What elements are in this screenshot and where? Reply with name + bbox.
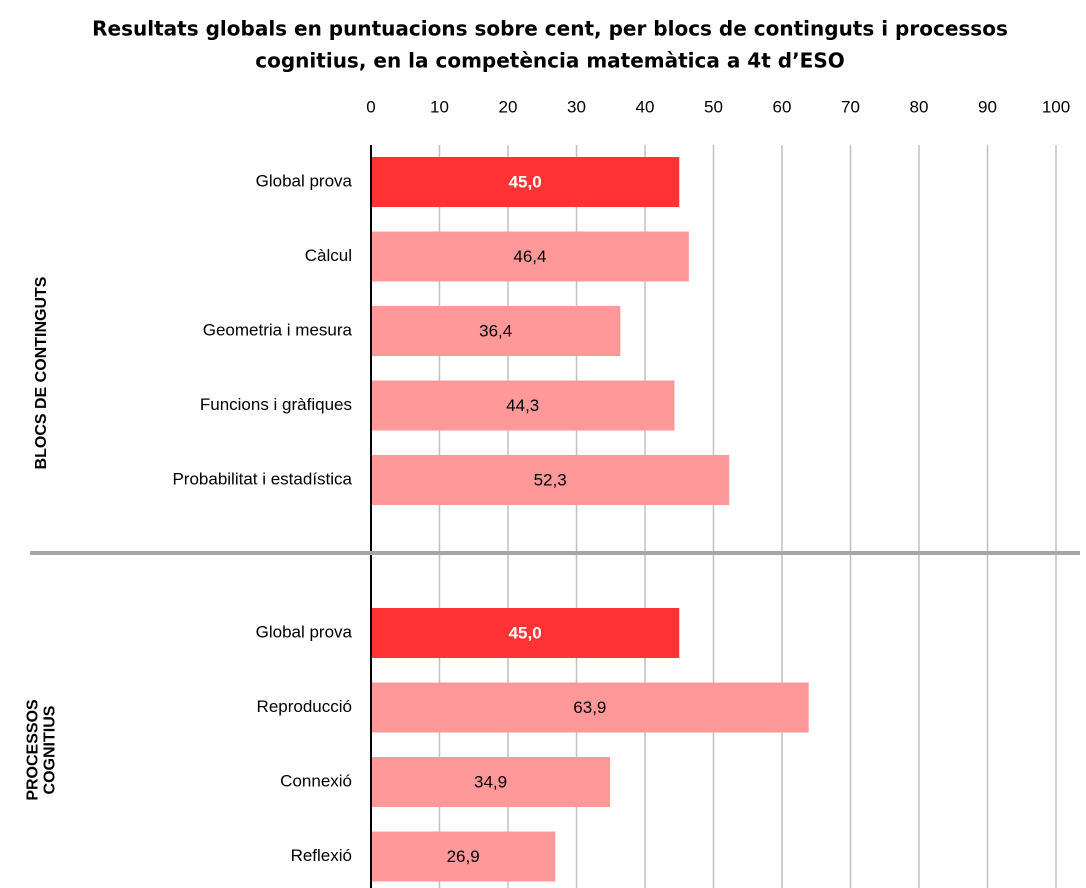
- bar: [371, 231, 689, 282]
- x-tick-label: 100: [1042, 97, 1070, 116]
- y-tick-label: Funcions i gràfiques: [200, 395, 352, 414]
- bar: [371, 831, 556, 882]
- y-tick-label: Reproducció: [257, 697, 352, 716]
- bar: [371, 455, 730, 505]
- value-label: 63,9: [573, 698, 606, 717]
- chart-title: cognitius, en la competència matemàtica …: [255, 49, 844, 73]
- y-tick-label: Càlcul: [305, 246, 352, 265]
- y-tick-label: Reflexió: [291, 846, 352, 865]
- x-tick-label: 60: [773, 97, 792, 116]
- x-tick-label: 20: [499, 97, 518, 116]
- bar: [371, 157, 680, 207]
- y-tick-label: Probabilitat i estadística: [172, 469, 352, 488]
- bar: [371, 306, 621, 356]
- value-label: 46,4: [513, 247, 546, 266]
- x-tick-label: 80: [910, 97, 929, 116]
- value-label: 52,3: [534, 470, 567, 489]
- value-label: 44,3: [506, 396, 539, 415]
- x-tick-label: 40: [636, 97, 655, 116]
- x-tick-label: 70: [841, 97, 860, 116]
- x-tick-label: 30: [567, 97, 586, 116]
- x-tick-label: 0: [366, 97, 375, 116]
- bar: [371, 380, 675, 431]
- value-label: 36,4: [479, 321, 512, 340]
- x-tick-label: 90: [978, 97, 997, 116]
- bar: [371, 757, 611, 807]
- y-tick-label: Connexió: [280, 771, 352, 790]
- value-label: 34,9: [474, 772, 507, 791]
- group-label: BLOCS DE CONTINGUTS: [33, 276, 50, 469]
- x-tick-label: 50: [704, 97, 723, 116]
- y-tick-label: Geometria i mesura: [203, 320, 353, 339]
- value-label: 45,0: [509, 172, 542, 191]
- value-label: 45,0: [509, 623, 542, 642]
- bar: [371, 608, 680, 658]
- x-tick-label: 10: [430, 97, 449, 116]
- y-tick-label: Global prova: [256, 171, 353, 190]
- group-label: COGNITIUS: [42, 705, 59, 794]
- value-label: 26,9: [447, 847, 480, 866]
- group-label: PROCESSOS: [25, 699, 42, 801]
- bar: [371, 682, 809, 733]
- chart-title: Resultats globals en puntuacions sobre c…: [92, 17, 1008, 41]
- y-tick-label: Global prova: [256, 622, 353, 641]
